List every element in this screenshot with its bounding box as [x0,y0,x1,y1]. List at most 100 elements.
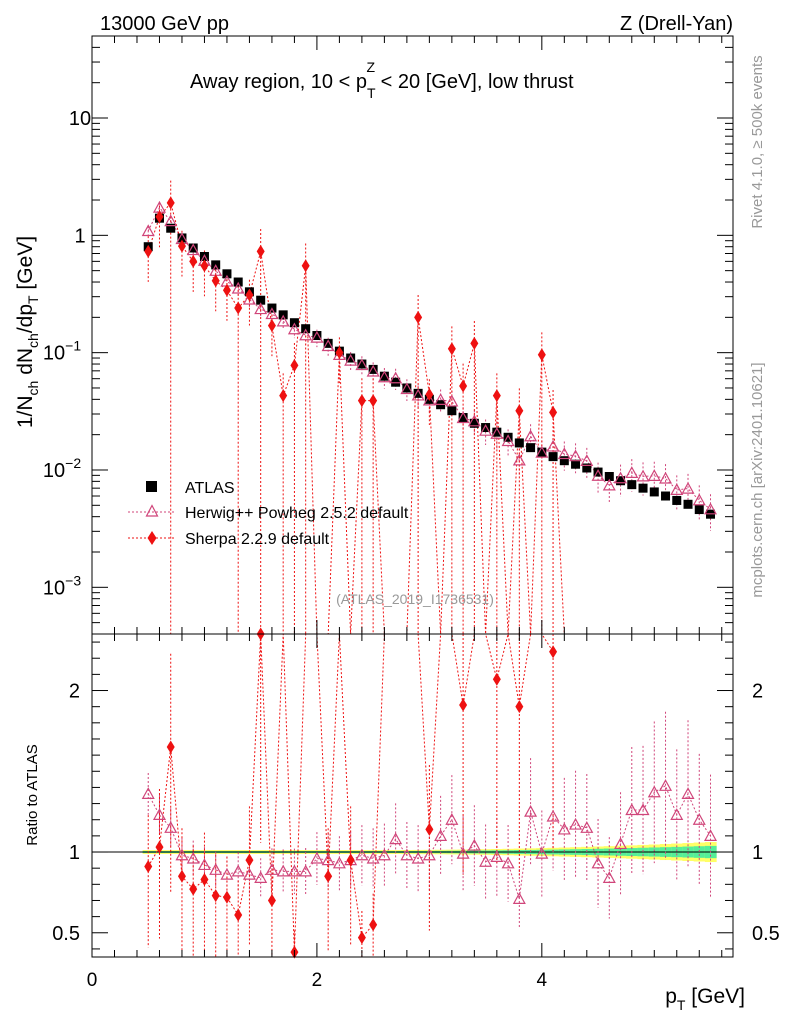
herwig-point-29 [467,414,481,427]
sherpa-point-35 [537,348,546,362]
herwig-point-12 [276,314,290,327]
herwig-point-11 [265,307,279,320]
y-tick-label-0: 10−3 [43,572,81,599]
sherpa-point-8 [234,301,243,315]
herwig-point-15 [310,330,324,343]
herwig-ratio-point-3 [175,848,189,861]
ratio-plot-frame [91,633,734,958]
herwig-ratio-point-43 [625,803,639,816]
atlas-point-38 [571,459,581,469]
herwig-ratio-point-24 [411,851,425,864]
legend-marker-atlas [146,481,157,492]
sherpa-point-2 [166,196,175,210]
herwig-ratio-point-40 [591,856,605,869]
herwig-ratio-point-39 [580,821,594,833]
sherpa-point-1 [155,210,164,224]
herwig-ratio-point-50 [703,829,718,841]
atlas-point-19 [357,359,367,369]
herwig-ratio-point-45 [647,785,661,798]
sherpa-ratio-point-20 [369,918,378,932]
herwig-point-13 [287,322,301,335]
herwig-point-25 [422,393,436,406]
herwig-ratio-point-34 [524,804,538,817]
herwig-point-21 [377,370,391,383]
ratio-tick-label-right-2: 2 [752,681,763,703]
herwig-ratio-point-28 [456,846,470,859]
herwig-point-22 [389,371,403,384]
atlas-point-10 [256,295,266,305]
herwig-main-line [147,206,711,510]
atlas-point-49 [694,505,704,515]
atlas-point-31 [492,427,502,437]
herwig-point-33 [512,453,526,466]
herwig-ratio-point-12 [276,864,290,877]
legend-label-herwig: Herwig++ Powheg 2.5.2 default [185,505,409,522]
herwig-ratio-point-36 [546,809,560,822]
sherpa-point-5 [200,259,209,273]
herwig-point-35 [535,445,549,458]
herwig-ratio-point-17 [332,856,346,869]
herwig-ratio-point-9 [242,867,256,880]
herwig-ratio-point-37 [557,822,571,835]
y-tick-label-3: 1 [74,225,85,247]
atlas-point-16 [323,338,333,348]
herwig-ratio-point-8 [231,864,245,877]
atlas-point-3 [177,233,187,243]
sherpa-point-0 [144,244,153,258]
sherpa-point-36 [549,405,558,419]
atlas-point-15 [312,331,322,341]
header-energy: 13000 GeV pp [100,13,229,35]
herwig-ratio-point-46 [659,779,673,791]
x-axis-label: pT [GeV] [665,985,745,1013]
sherpa-ratio-point-3 [177,869,186,883]
analysis-tag: (ATLAS_2019_I1736531) [336,591,494,607]
x-tick-label-0: 0 [87,970,98,991]
herwig-ratio-point-20 [366,851,380,864]
herwig-point-46 [659,471,673,484]
legend: ATLAS Herwig++ Powheg 2.5.2 default Sher… [128,480,409,548]
herwig-point-20 [366,364,380,377]
atlas-point-21 [379,371,389,381]
herwig-point-30 [479,423,493,436]
herwig-ratio-point-25 [422,848,436,861]
ratio-tick-label-0: 0.5 [52,923,80,945]
herwig-point-9 [242,292,256,305]
herwig-point-31 [490,426,504,439]
atlas-point-48 [683,499,693,509]
herwig-point-16 [321,339,335,352]
atlas-point-2 [166,223,176,233]
sherpa-ratio-point-7 [222,890,231,904]
sherpa-ratio-point-36 [549,645,558,659]
atlas-point-34 [526,443,536,453]
herwig-point-32 [501,434,515,447]
sherpa-point-24 [414,310,423,324]
herwig-ratio-point-14 [299,864,313,877]
plot-title: Away region, 10 < pTZ < 20 [GeV], low th… [190,59,574,101]
sherpa-point-28 [459,379,468,393]
sherpa-point-17 [335,346,344,360]
atlas-point-41 [604,471,614,481]
herwig-ratio-point-16 [321,853,335,866]
atlas-point-40 [593,467,603,477]
atlas-point-7 [222,269,232,279]
sherpa-point-11 [267,319,276,333]
sherpa-point-6 [211,274,220,288]
herwig-ratio-point-21 [377,848,391,861]
y-tick-label-4: 10 [69,108,91,130]
ratio-tick-label-1: 1 [69,842,80,864]
y-tick-label-1: 10−2 [43,455,81,482]
herwig-point-39 [580,454,594,466]
sherpa-point-10 [256,244,265,258]
sherpa-ratio-line [147,633,554,953]
herwig-ratio-point-47 [670,808,684,820]
sherpa-point-19 [357,394,366,408]
herwig-ratio-point-23 [400,848,414,861]
x-tick-label-2: 4 [537,970,548,991]
herwig-point-38 [569,449,583,462]
herwig-ratio-point-49 [692,812,706,825]
herwig-ratio-point-44 [636,803,650,816]
atlas-point-33 [514,438,524,448]
sherpa-ratio-point-6 [211,889,220,903]
herwig-point-40 [591,469,605,481]
sherpa-ratio-point-1 [155,840,164,854]
